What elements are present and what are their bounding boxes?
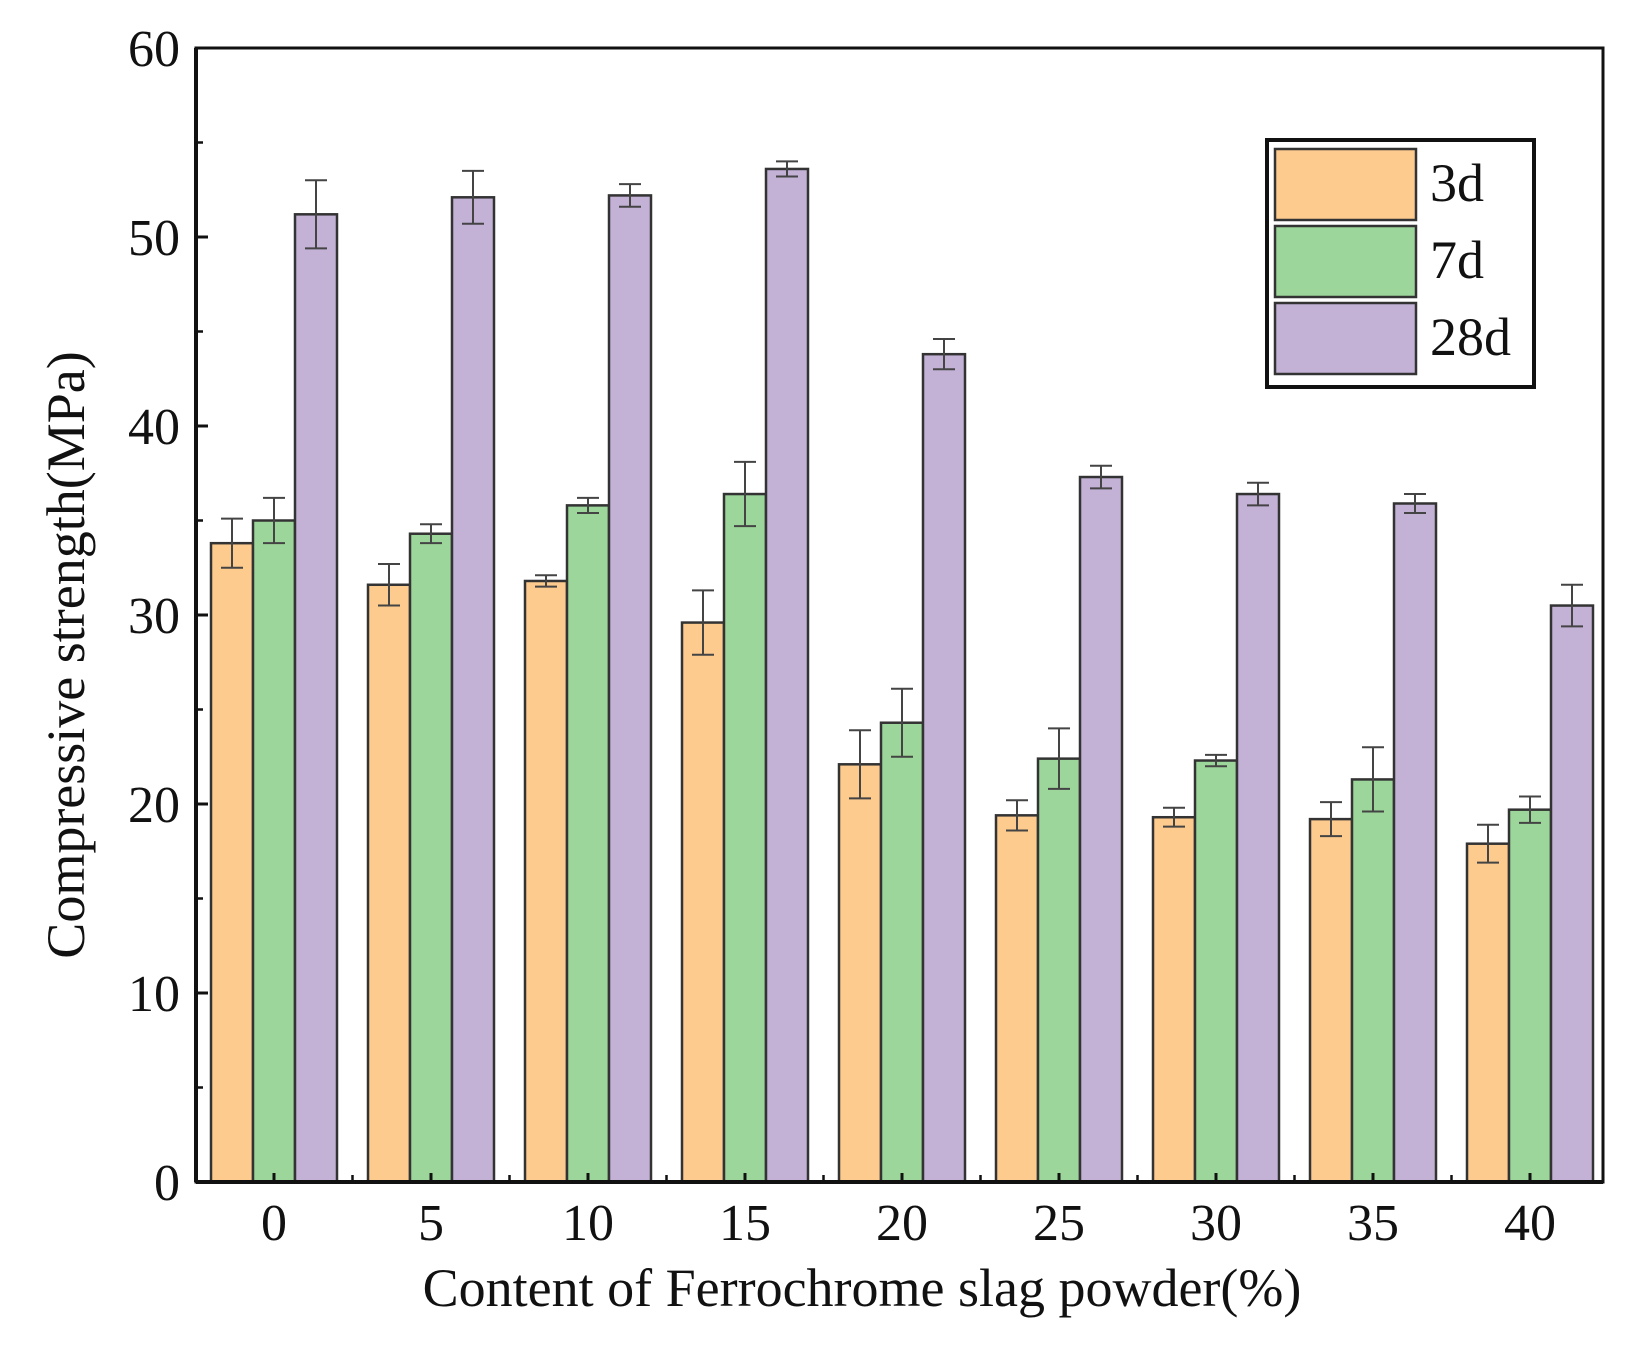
error-bar-7d-40 (1519, 795, 1541, 824)
y-tick-label-20: 20 (128, 777, 180, 834)
error-bar-28d-40 (1561, 583, 1583, 628)
bar-7d-20 (879, 721, 925, 1184)
bar-28d-20 (921, 352, 967, 1184)
x-tick-label-0: 0 (261, 1195, 287, 1252)
bar-3d-40 (1465, 842, 1511, 1184)
bar-3d-10 (523, 579, 569, 1184)
error-bar-3d-10 (535, 574, 557, 588)
legend-label-28d: 28d (1430, 307, 1511, 367)
bar-7d-0 (251, 519, 297, 1184)
error-bar-3d-20 (849, 729, 871, 800)
error-bar-7d-10 (577, 496, 599, 514)
error-bar-28d-15 (776, 160, 798, 178)
bar-3d-35 (1308, 817, 1354, 1184)
bar-28d-25 (1078, 475, 1124, 1184)
y-tick-label-50: 50 (128, 210, 180, 267)
x-tick-label-15: 15 (719, 1195, 771, 1252)
bar-7d-10 (565, 504, 611, 1184)
error-bar-7d-20 (891, 687, 913, 758)
y-tick-label-10: 10 (128, 966, 180, 1023)
error-bar-3d-15 (692, 589, 714, 656)
error-bar-3d-35 (1320, 801, 1342, 838)
ticks-layer: 0 5 10 15 20 25 30 35 40 0 10 20 30 40 50 60 (128, 21, 1556, 1252)
error-bar-3d-0 (221, 517, 243, 569)
bar-3d-20 (837, 763, 883, 1184)
bar-3d-15 (680, 621, 726, 1184)
x-axis-title: Content of Ferrochrome slag powder(%) (423, 1258, 1302, 1318)
y-tick-label-40: 40 (128, 399, 180, 456)
error-bar-7d-0 (263, 496, 285, 545)
bar-7d-15 (722, 492, 768, 1184)
error-bar-28d-5 (462, 169, 484, 225)
error-bar-7d-25 (1048, 727, 1070, 790)
x-tick-label-10: 10 (562, 1195, 614, 1252)
legend: 3d 7d 28d (1265, 138, 1536, 389)
bar-7d-5 (408, 532, 454, 1184)
error-bar-28d-0 (305, 179, 327, 250)
bar-28d-35 (1392, 502, 1438, 1184)
bars-layer (209, 167, 1595, 1184)
bar-7d-25 (1036, 757, 1082, 1184)
x-tick-label-35: 35 (1347, 1195, 1399, 1252)
bar-7d-40 (1507, 808, 1553, 1184)
error-bar-7d-5 (420, 523, 442, 545)
error-bar-3d-5 (378, 562, 400, 607)
y-axis-title: Compressive strength(MPa) (36, 351, 96, 958)
bar-3d-5 (366, 583, 412, 1184)
x-tick-label-20: 20 (876, 1195, 928, 1252)
legend-swatch-7d (1273, 224, 1418, 299)
error-bar-28d-30 (1247, 481, 1269, 507)
y-tick-label-0: 0 (154, 1155, 180, 1212)
legend-swatch-3d (1273, 147, 1418, 222)
bar-7d-30 (1193, 759, 1239, 1184)
error-bar-28d-20 (933, 338, 955, 371)
bar-7d-35 (1350, 778, 1396, 1184)
error-bar-3d-30 (1163, 806, 1185, 828)
bar-28d-15 (764, 167, 810, 1184)
error-bar-28d-10 (619, 183, 641, 208)
bar-28d-0 (293, 213, 339, 1184)
error-bar-7d-35 (1362, 746, 1384, 813)
x-tick-label-30: 30 (1190, 1195, 1242, 1252)
x-tick-label-5: 5 (418, 1195, 444, 1252)
y-tick-label-30: 30 (128, 588, 180, 645)
bar-28d-40 (1549, 604, 1595, 1184)
error-bar-28d-25 (1090, 464, 1112, 490)
error-bar-3d-25 (1006, 799, 1028, 832)
error-bar-28d-35 (1404, 493, 1426, 514)
legend-swatch-28d (1273, 301, 1418, 376)
y-tick-label-60: 60 (128, 21, 180, 78)
bar-28d-30 (1235, 492, 1281, 1184)
bar-3d-25 (994, 814, 1040, 1184)
x-tick-label-25: 25 (1033, 1195, 1085, 1252)
error-bars-layer (221, 160, 1583, 864)
bar-3d-30 (1151, 815, 1197, 1184)
bar-3d-0 (209, 541, 255, 1184)
legend-label-3d: 3d (1430, 153, 1484, 213)
legend-label-7d: 7d (1430, 230, 1484, 290)
error-bar-3d-40 (1477, 823, 1499, 864)
bar-28d-5 (450, 196, 496, 1184)
x-tick-label-40: 40 (1504, 1195, 1556, 1252)
bar-28d-10 (607, 194, 653, 1184)
error-bar-7d-30 (1205, 753, 1227, 768)
error-bar-7d-15 (734, 460, 756, 528)
